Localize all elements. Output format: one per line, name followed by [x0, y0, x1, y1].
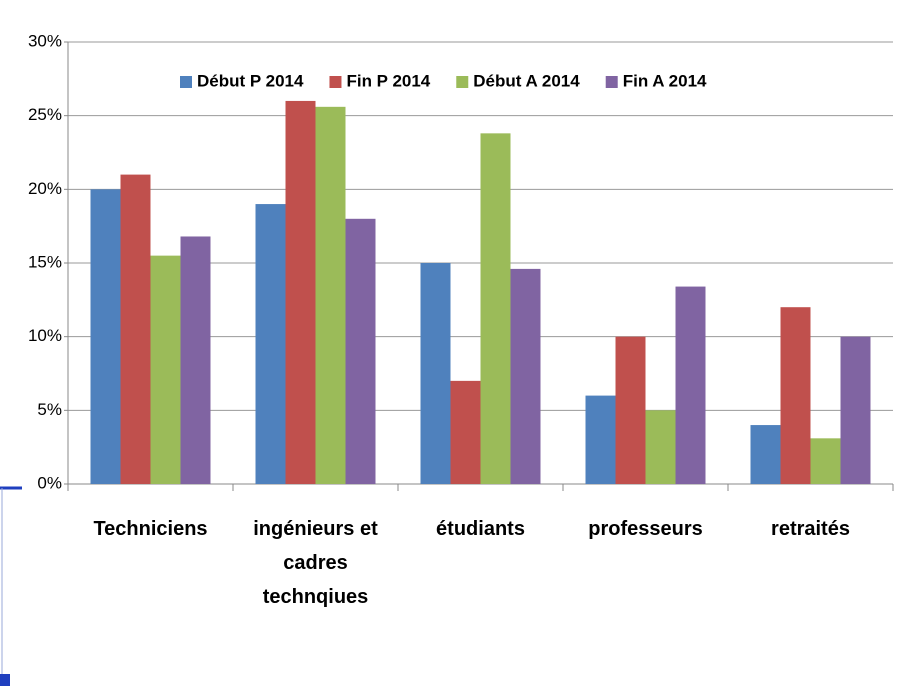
- legend-label: Début P 2014: [197, 71, 304, 90]
- legend-swatch: [180, 76, 192, 88]
- bar: [675, 286, 706, 484]
- legend-swatch: [605, 76, 618, 88]
- bar: [420, 263, 451, 484]
- x-tick-label: professeurs: [588, 518, 703, 540]
- legend-swatch: [329, 76, 342, 88]
- bar: [255, 204, 286, 485]
- bar: [780, 307, 811, 484]
- bar: [480, 133, 511, 484]
- bar: [120, 174, 151, 484]
- y-tick-label: 30%: [28, 31, 62, 50]
- bar: [285, 100, 316, 484]
- y-tick-label: 10%: [28, 326, 62, 345]
- legend-label: Début A 2014: [473, 71, 580, 90]
- bar: [180, 236, 211, 484]
- bar: [810, 438, 841, 484]
- bar: [840, 336, 871, 484]
- y-tick-label: 20%: [28, 179, 62, 198]
- bar: [585, 395, 616, 484]
- y-tick-label: 15%: [28, 252, 62, 271]
- bar: [450, 380, 481, 484]
- bar: [645, 410, 676, 484]
- bar: [510, 268, 541, 484]
- decor-square: [0, 674, 10, 686]
- y-tick-label: 25%: [28, 105, 62, 124]
- x-tick-label: étudiants: [436, 518, 525, 540]
- x-tick-label: Techniciens: [93, 518, 208, 540]
- legend-label: Fin A 2014: [623, 71, 707, 90]
- y-tick-label: 5%: [37, 400, 62, 419]
- bar: [315, 106, 346, 485]
- legend-swatch: [456, 76, 469, 88]
- bar: [90, 189, 121, 485]
- x-tick-label: ingénieurs et cadres technqiues: [253, 518, 378, 608]
- bar: [615, 336, 646, 484]
- bar: [345, 218, 376, 485]
- legend-label: Fin P 2014: [346, 71, 430, 90]
- bar: [150, 255, 181, 484]
- y-tick-label: 0%: [37, 473, 62, 492]
- x-tick-label: retraités: [771, 518, 850, 540]
- bar: [750, 425, 781, 484]
